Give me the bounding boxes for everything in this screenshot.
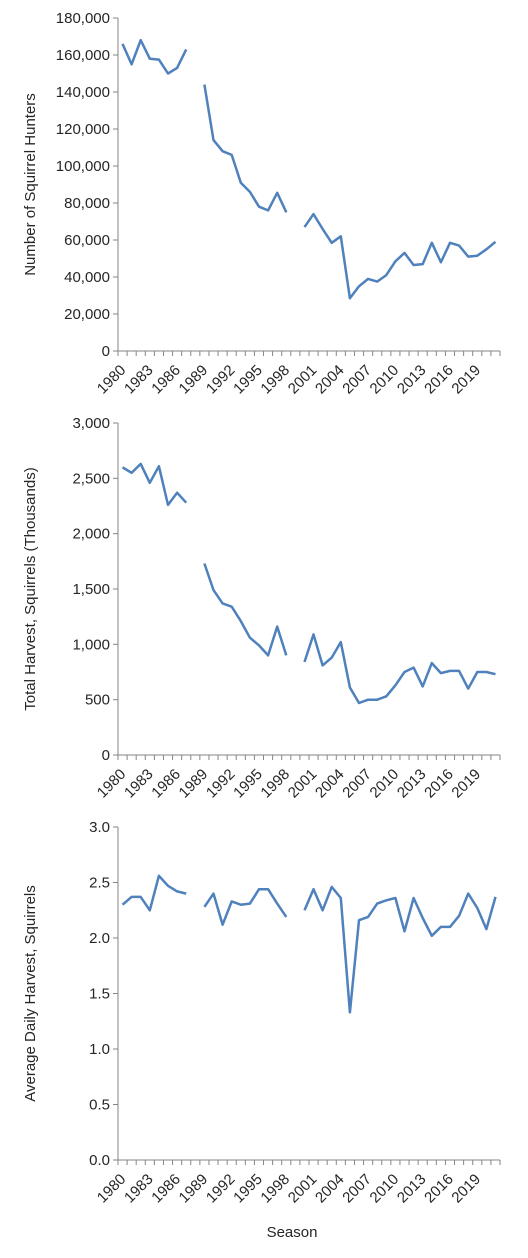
daily-harvest-chart: 0.00.51.01.52.02.53.01980198319861989199… xyxy=(22,819,501,1207)
x-tick-label: 1989 xyxy=(176,766,212,802)
y-tick-label: 140,000 xyxy=(56,84,110,101)
x-tick-label: 2013 xyxy=(394,362,430,398)
y-tick-label: 2.5 xyxy=(89,875,110,892)
x-tick-label: 1980 xyxy=(94,1171,130,1207)
y-axis-title: Average Daily Harvest, Squirrels xyxy=(22,885,39,1101)
hunters-chart: 0 20,000 40,000 60,000 80,000 100,000 120,000 1… xyxy=(22,10,501,398)
series-line-segment xyxy=(121,38,188,75)
x-tick-label: 2001 xyxy=(285,766,321,802)
x-tick-label: 2010 xyxy=(367,362,403,398)
y-tick-label: 2,500 xyxy=(72,470,110,487)
x-tick-label: 1986 xyxy=(148,1171,184,1207)
y-tick-label: 1,500 xyxy=(72,581,110,598)
x-tick-label: 2013 xyxy=(394,1171,430,1207)
x-tick-label: 2016 xyxy=(421,766,457,802)
x-tick-label: 1980 xyxy=(94,362,130,398)
x-tick-label: 2013 xyxy=(394,766,430,802)
x-tick-label: 1980 xyxy=(94,766,130,802)
y-tick-label: 1,000 xyxy=(72,636,110,653)
series-line-segment xyxy=(303,633,496,705)
total-harvest-chart: 05001,0001,5002,0002,5003,00019801983198… xyxy=(22,415,501,802)
y-tick-label: 60,000 xyxy=(64,232,110,249)
x-tick-label: 2019 xyxy=(448,362,484,398)
y-tick-label: 0.0 xyxy=(89,1152,110,1169)
y-tick-label: 1.0 xyxy=(89,1041,110,1058)
y-tick-label: 180,000 xyxy=(56,10,110,27)
x-tick-label: 1998 xyxy=(257,1171,293,1207)
series-line-segment xyxy=(203,563,288,657)
x-tick-label: 1992 xyxy=(203,362,239,398)
x-tick-label: 1989 xyxy=(176,362,212,398)
x-tick-label: 2019 xyxy=(448,1171,484,1207)
series-line-segment xyxy=(203,887,288,926)
x-tick-label: 2007 xyxy=(339,766,375,802)
y-tick-label: 40,000 xyxy=(64,269,110,286)
x-tick-label: 1998 xyxy=(257,766,293,802)
y-tick-label: 1.5 xyxy=(89,986,110,1003)
x-tick-label: 1983 xyxy=(121,766,157,802)
y-tick-label: 0.5 xyxy=(89,1097,110,1114)
y-tick-label: 100,000 xyxy=(56,158,110,175)
y-axis-title: Number of Squirrel Hunters xyxy=(22,93,39,276)
y-tick-label: 80,000 xyxy=(64,195,110,212)
series-line-segment xyxy=(303,212,497,300)
series-line-segment xyxy=(121,874,187,912)
x-tick-label: 1992 xyxy=(203,766,239,802)
x-tick-label: 1998 xyxy=(257,362,293,398)
x-tick-label: 1983 xyxy=(121,1171,157,1207)
x-tick-label: 2016 xyxy=(421,362,457,398)
y-tick-label: 3,000 xyxy=(72,415,110,432)
y-tick-label: 2,000 xyxy=(72,526,110,543)
x-tick-label: 2007 xyxy=(339,1171,375,1207)
x-tick-label: 1986 xyxy=(148,766,184,802)
y-tick-label: 20,000 xyxy=(64,306,110,323)
x-tick-label: 2010 xyxy=(367,1171,403,1207)
x-tick-label: 1995 xyxy=(230,1171,266,1207)
x-tick-label: 2007 xyxy=(339,362,375,398)
x-tick-label: 2019 xyxy=(448,766,484,802)
y-tick-label: 0 xyxy=(102,343,110,360)
x-tick-label: 2016 xyxy=(421,1171,457,1207)
x-tick-label: 2004 xyxy=(312,766,348,802)
y-tick-label: 3.0 xyxy=(89,819,110,836)
x-tick-label: 1986 xyxy=(148,362,184,398)
x-tick-label: 2001 xyxy=(285,1171,321,1207)
x-axis-title-season: Season xyxy=(267,1224,318,1241)
x-tick-label: 1983 xyxy=(121,362,157,398)
series-line-segment xyxy=(203,84,288,213)
series-line-segment xyxy=(121,462,188,507)
series-line-segment xyxy=(303,885,497,1014)
x-tick-label: 2010 xyxy=(367,766,403,802)
x-tick-label: 2004 xyxy=(312,1171,348,1207)
x-tick-label: 1995 xyxy=(230,766,266,802)
x-tick-label: 2004 xyxy=(312,362,348,398)
y-axis-title: Total Harvest, Squirrels (Thousands) xyxy=(22,467,39,710)
y-tick-label: 160,000 xyxy=(56,47,110,64)
y-tick-label: 500 xyxy=(85,692,110,709)
x-tick-label: 1992 xyxy=(203,1171,239,1207)
y-tick-label: 0 xyxy=(102,747,110,764)
x-tick-label: 1995 xyxy=(230,362,266,398)
x-tick-label: 2001 xyxy=(285,362,321,398)
y-tick-label: 2.0 xyxy=(89,930,110,947)
y-tick-label: 120,000 xyxy=(56,121,110,138)
x-tick-label: 1989 xyxy=(176,1171,212,1207)
